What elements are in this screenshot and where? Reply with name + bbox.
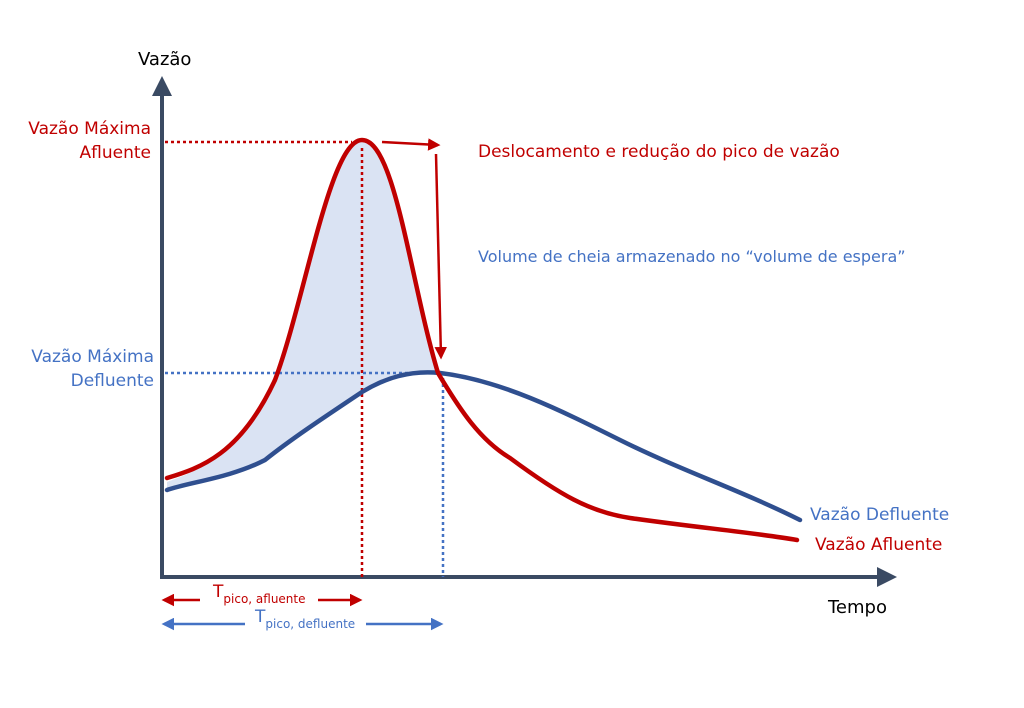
t-pico-defluente-label: Tpico, defluente: [254, 607, 355, 631]
storage-volume-area: [167, 140, 438, 490]
inflow-hydrograph: [164, 137, 800, 543]
inflow-peak-label-line1: Vazão Máxima: [28, 119, 151, 139]
x-axis-label: Tempo: [827, 597, 887, 618]
t-out-subscript: pico, defluente: [265, 617, 355, 631]
t-pico-afluente-label: Tpico, afluente: [212, 582, 306, 606]
inflow-peak-label-line2: Afluente: [80, 143, 151, 163]
t-in-subscript: pico, afluente: [223, 592, 305, 606]
shift-vertical-arrow: [434, 153, 448, 360]
inflow-series-label: Vazão Afluente: [815, 535, 942, 555]
outflow-peak-label-line1: Vazão Máxima: [31, 347, 154, 367]
outflow-peak-label-line2: Defluente: [71, 371, 154, 391]
shift-horizontal-arrow: [381, 138, 441, 151]
outflow-hydrograph: [164, 370, 803, 523]
t-out-letter: T: [254, 607, 266, 627]
y-axis-label: Vazão: [138, 49, 191, 70]
t-in-letter: T: [212, 582, 224, 602]
shift-annotation: Deslocamento e redução do pico de vazão: [478, 142, 840, 162]
outflow-series-label: Vazão Defluente: [810, 505, 949, 525]
volume-annotation: Volume de cheia armazenado no “volume de…: [478, 247, 906, 266]
